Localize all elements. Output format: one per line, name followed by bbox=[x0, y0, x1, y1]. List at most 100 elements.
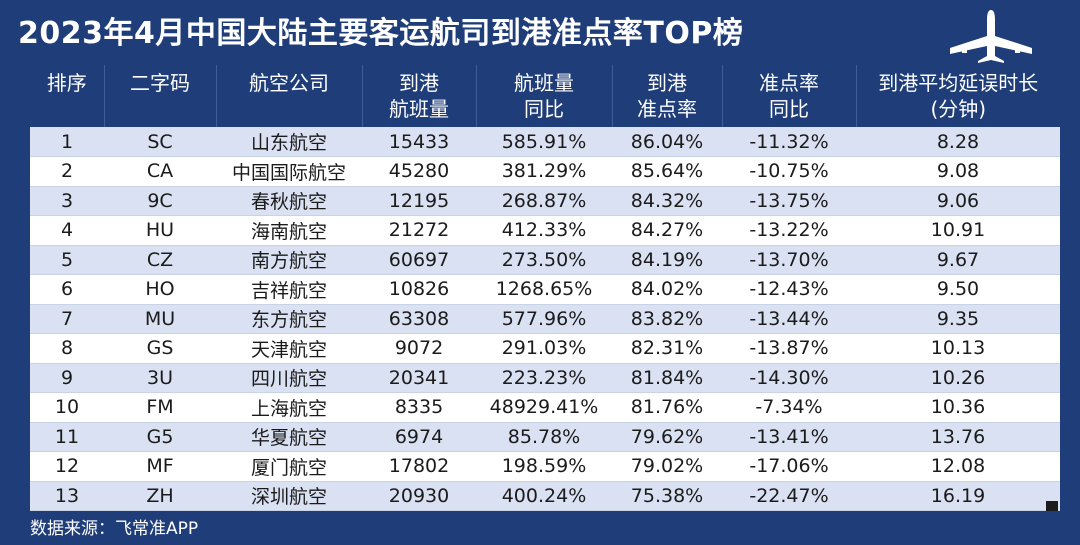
table-cell: 2 bbox=[30, 156, 104, 187]
table-cell: 585.91% bbox=[476, 127, 612, 157]
table-cell: 3U bbox=[104, 363, 216, 393]
table-cell: 1 bbox=[30, 127, 104, 157]
table-cell: 13 bbox=[30, 481, 104, 511]
table-cell: -17.06% bbox=[722, 451, 856, 482]
table-cell: CZ bbox=[104, 245, 216, 275]
table-row: 13 ZH 深圳航空 20930 400.24% 75.38% -22.47% 16.19 bbox=[30, 481, 1060, 511]
table-cell: 81.84% bbox=[612, 363, 722, 393]
table-body: 1 SC 山东航空 15433 585.91% 86.04% -11.32% 8.28 2 CA 中… bbox=[30, 127, 1060, 511]
table-cell: 10 bbox=[30, 392, 104, 423]
table-cell: 16.19 bbox=[856, 481, 1060, 511]
table-cell: 9.06 bbox=[856, 186, 1060, 216]
column-header-line: 排序 bbox=[46, 71, 87, 95]
table-cell: 20341 bbox=[362, 363, 476, 393]
table-cell: GS bbox=[104, 333, 216, 364]
table-cell: 86.04% bbox=[612, 127, 722, 157]
column-header-line bbox=[217, 96, 362, 122]
table-cell: 厦门航空 bbox=[216, 451, 362, 482]
column-header-line: 同比 bbox=[524, 97, 564, 121]
table-cell: 9.08 bbox=[856, 156, 1060, 187]
table-cell: 春秋航空 bbox=[216, 186, 362, 216]
table-cell: 198.59% bbox=[476, 451, 612, 482]
table-cell: 吉祥航空 bbox=[216, 274, 362, 305]
table-cell: -13.75% bbox=[722, 186, 856, 216]
table-cell: 85.78% bbox=[476, 422, 612, 452]
table-cell: 4 bbox=[30, 215, 104, 246]
table-cell: 85.64% bbox=[612, 156, 722, 187]
table-row: 9 3U 四川航空 20341 223.23% 81.84% -14.30% 10.26 bbox=[30, 363, 1060, 393]
table-cell: 10.36 bbox=[856, 392, 1060, 423]
table-row: 12 MF 厦门航空 17802 198.59% 79.02% -17.06% 12.08 bbox=[30, 451, 1060, 482]
column-header-line: 到港平均延误时长 bbox=[878, 71, 1039, 95]
table-cell: 268.87% bbox=[476, 186, 612, 216]
table-cell: 9.50 bbox=[856, 274, 1060, 305]
table-cell: 273.50% bbox=[476, 245, 612, 275]
table-cell: 上海航空 bbox=[216, 392, 362, 423]
table-cell: 11 bbox=[30, 422, 104, 452]
table-cell: 9.35 bbox=[856, 304, 1060, 334]
column-header-line: (分钟) bbox=[930, 97, 987, 121]
column-header-line: 航空公司 bbox=[249, 71, 329, 95]
table-cell: 577.96% bbox=[476, 304, 612, 334]
table-cell: HU bbox=[104, 215, 216, 246]
table-cell: 12195 bbox=[362, 186, 476, 216]
table-cell: 291.03% bbox=[476, 333, 612, 364]
table-cell: 223.23% bbox=[476, 363, 612, 393]
table-cell: 9.67 bbox=[856, 245, 1060, 275]
table-row: 8 GS 天津航空 9072 291.03% 82.31% -13.87% 10.13 bbox=[30, 333, 1060, 364]
column-header: 航班量 同比 bbox=[475, 65, 612, 127]
table-cell: 深圳航空 bbox=[216, 481, 362, 511]
table-cell: 84.32% bbox=[612, 186, 722, 216]
table-cell: 10.26 bbox=[856, 363, 1060, 393]
table-cell: 6 bbox=[30, 274, 104, 305]
table-cell: -14.30% bbox=[722, 363, 856, 393]
table-cell: 82.31% bbox=[612, 333, 722, 364]
table-cell: 9 bbox=[30, 363, 104, 393]
table-cell: 6974 bbox=[362, 422, 476, 452]
column-header-line bbox=[30, 96, 104, 122]
column-header-line: 航班量 bbox=[514, 71, 574, 95]
table-cell: HO bbox=[104, 274, 216, 305]
table-cell: 10826 bbox=[362, 274, 476, 305]
column-header: 排序 bbox=[30, 65, 104, 127]
table-cell: 17802 bbox=[362, 451, 476, 482]
table-cell: 63308 bbox=[362, 304, 476, 334]
table-cell: -7.34% bbox=[722, 392, 856, 423]
table-cell: MU bbox=[104, 304, 216, 334]
column-header: 航空公司 bbox=[215, 65, 362, 127]
table-cell: 8 bbox=[30, 333, 104, 364]
table-cell: 7 bbox=[30, 304, 104, 334]
table-cell: 13.76 bbox=[856, 422, 1060, 452]
table-cell: 华夏航空 bbox=[216, 422, 362, 452]
table-cell: 20930 bbox=[362, 481, 476, 511]
table-row: 10 FM 上海航空 8335 48929.41% 81.76% -7.34% 10.36 bbox=[30, 392, 1060, 423]
table-cell: 8335 bbox=[362, 392, 476, 423]
column-header: 到港 航班量 bbox=[361, 65, 476, 127]
table-cell: 60697 bbox=[362, 245, 476, 275]
ranking-table: 排序 二字码 航空公司 到港 航班量 航班量 同比 到港 准点率 准点率 同比 到港平均延误时长… bbox=[30, 65, 1060, 511]
table-cell: 中国国际航空 bbox=[216, 156, 362, 187]
table-cell: G5 bbox=[104, 422, 216, 452]
table-cell: 海南航空 bbox=[216, 215, 362, 246]
corner-marker bbox=[1046, 501, 1058, 511]
table-row: 6 HO 吉祥航空 10826 1268.65% 84.02% -12.43% 9.50 bbox=[30, 274, 1060, 305]
table-row: 7 MU 东方航空 63308 577.96% 83.82% -13.44% 9.35 bbox=[30, 304, 1060, 334]
column-header-line bbox=[105, 96, 216, 122]
table-cell: 79.02% bbox=[612, 451, 722, 482]
data-source-note: 数据来源：飞常准APP bbox=[30, 519, 199, 539]
table-cell: -11.32% bbox=[722, 127, 856, 157]
table-cell: 山东航空 bbox=[216, 127, 362, 157]
page-title: 2023年4月中国大陆主要客运航司到港准点率TOP榜 bbox=[18, 16, 744, 51]
table-row: 1 SC 山东航空 15433 585.91% 86.04% -11.32% 8.28 bbox=[30, 127, 1060, 157]
table-cell: 81.76% bbox=[612, 392, 722, 423]
table-cell: -13.87% bbox=[722, 333, 856, 364]
table-cell: 400.24% bbox=[476, 481, 612, 511]
airplane-icon bbox=[950, 10, 1032, 63]
table-row: 2 CA 中国国际航空 45280 381.29% 85.64% -10.75% 9.08 bbox=[30, 156, 1060, 187]
ranking-table-container: 排序 二字码 航空公司 到港 航班量 航班量 同比 到港 准点率 准点率 同比 到港平均延误时长… bbox=[30, 65, 1060, 511]
table-cell: 83.82% bbox=[612, 304, 722, 334]
table-cell: 45280 bbox=[362, 156, 476, 187]
table-row: 3 9C 春秋航空 12195 268.87% 84.32% -13.75% 9.06 bbox=[30, 186, 1060, 216]
table-cell: -13.44% bbox=[722, 304, 856, 334]
